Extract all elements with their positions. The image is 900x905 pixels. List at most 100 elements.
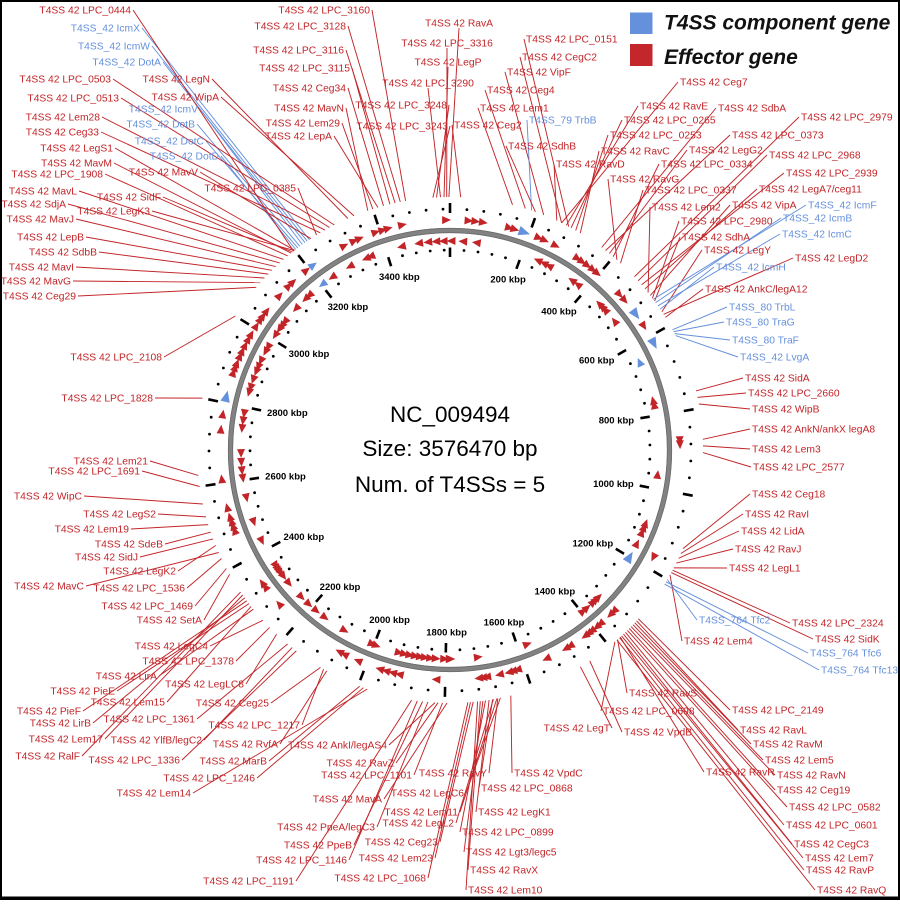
svg-text:T4SS 42 LPC_2968: T4SS 42 LPC_2968 [769,151,861,162]
svg-text:T4SS 42 MavL: T4SS 42 MavL [9,187,77,198]
svg-text:T4SS 42 LPC_2108: T4SS 42 LPC_2108 [70,353,162,364]
svg-text:T4SS 42 MavJ: T4SS 42 MavJ [6,215,74,226]
svg-text:T4SS_42 IcmF: T4SS_42 IcmF [808,201,877,212]
svg-text:T4SS 42 Lem10: T4SS 42 Lem10 [468,886,543,897]
svg-text:T4SS 42 LPC_3243: T4SS 42 LPC_3243 [356,122,448,133]
svg-text:T4SS 42 LPC_0373: T4SS 42 LPC_0373 [732,131,824,142]
svg-text:T4SS 42 VpdB: T4SS 42 VpdB [624,728,692,739]
svg-text:T4SS 42 Ceg29: T4SS 42 Ceg29 [3,292,77,303]
svg-text:T4SS_42 IcmH: T4SS_42 IcmH [716,263,786,274]
svg-text:T4SS 42 AnkI/legAS4: T4SS 42 AnkI/legAS4 [288,741,387,752]
svg-text:T4SS 42 LPC_3160: T4SS 42 LPC_3160 [278,6,370,17]
svg-text:T4SS component gene: T4SS component gene [664,12,891,35]
svg-text:T4SS 42 Lgt3/legc5: T4SS 42 Lgt3/legc5 [466,848,557,859]
svg-text:T4SS 42 LPC_3116: T4SS 42 LPC_3116 [253,46,344,57]
svg-text:T4SS 42 LPC_0582: T4SS 42 LPC_0582 [789,803,881,814]
svg-text:600 kbp: 600 kbp [579,356,615,367]
svg-text:T4SS 42 Ceg34: T4SS 42 Ceg34 [273,84,347,95]
svg-text:T4SS 42 LPC_3316: T4SS 42 LPC_3316 [401,39,493,50]
svg-text:T4SS 42 SdeB: T4SS 42 SdeB [95,540,163,551]
svg-text:T4SS 42 LegK1: T4SS 42 LegK1 [478,808,551,819]
svg-text:T4SS 42 LidA: T4SS 42 LidA [741,527,805,538]
svg-text:T4SS 42 LegC4: T4SS 42 LegC4 [135,642,209,653]
svg-text:T4SS 42 RavJ: T4SS 42 RavJ [735,545,801,556]
svg-text:T4SS 42 LepA: T4SS 42 LepA [265,132,332,143]
svg-text:T4SS 42 LirB: T4SS 42 LirB [30,719,91,730]
svg-text:T4SS 42 Ceg19: T4SS 42 Ceg19 [777,786,851,797]
svg-text:T4SS 42 SdhB: T4SS 42 SdhB [508,142,576,153]
svg-text:T4SS 42 LPC_0334: T4SS 42 LPC_0334 [661,160,753,171]
svg-text:T4SS 42 LPC_1246: T4SS 42 LPC_1246 [163,774,255,785]
svg-text:2400 kbp: 2400 kbp [283,532,324,543]
svg-text:T4SS 42 RavG: T4SS 42 RavG [610,175,679,186]
svg-text:T4SS 42 LegP: T4SS 42 LegP [415,58,482,69]
svg-text:800 kbp: 800 kbp [599,415,635,426]
svg-text:T4SS_42 DotA: T4SS_42 DotA [92,58,161,69]
svg-text:T4SS 42 PpeB: T4SS 42 PpeB [284,841,352,852]
svg-text:T4SS 42 LepB: T4SS 42 LepB [17,233,84,244]
svg-text:T4SS_42 IcmX: T4SS_42 IcmX [71,24,140,35]
svg-text:T4SS 42 SidK: T4SS 42 SidK [815,635,880,646]
svg-text:T4SS 42 LPC_1101: T4SS 42 LPC_1101 [321,771,412,782]
svg-text:T4SS 42 LPC_0337: T4SS 42 LPC_0337 [645,186,737,197]
svg-text:T4SS 42 LegT: T4SS 42 LegT [544,724,611,735]
svg-text:T4SS 42 RavX: T4SS 42 RavX [470,866,538,877]
svg-text:1400 kbp: 1400 kbp [534,587,575,598]
svg-text:T4SS 42 CegC2: T4SS 42 CegC2 [522,53,597,64]
svg-text:T4SS 42 Ceg18: T4SS 42 Ceg18 [752,490,826,501]
svg-text:1000 kbp: 1000 kbp [593,479,634,490]
svg-text:T4SS_80 TrbL: T4SS_80 TrbL [729,303,796,314]
svg-text:Effector gene: Effector gene [664,46,798,69]
svg-text:T4SS 42 SetA: T4SS 42 SetA [137,616,202,627]
svg-text:2200 kbp: 2200 kbp [320,582,361,593]
svg-text:T4SS 42 Lem29: T4SS 42 Lem29 [266,119,341,130]
svg-text:T4SS 42 VpdC: T4SS 42 VpdC [514,769,583,780]
svg-text:Size: 3576470 bp: Size: 3576470 bp [362,436,537,461]
svg-text:2000 kbp: 2000 kbp [369,615,410,626]
svg-text:T4SS 42 RvfA: T4SS 42 RvfA [213,740,278,751]
svg-text:T4SS 42 SidF: T4SS 42 SidF [97,193,161,204]
svg-text:T4SS 42 SdhA: T4SS 42 SdhA [682,233,750,244]
svg-text:T4SS 42 LPC_0868: T4SS 42 LPC_0868 [481,784,573,795]
svg-text:T4SS 42 LPC_2979: T4SS 42 LPC_2979 [801,113,893,124]
svg-text:T4SS 42 RavR: T4SS 42 RavR [706,768,775,779]
svg-text:T4SS 42 VipA: T4SS 42 VipA [732,201,797,212]
svg-text:T4SS 42 Lem21: T4SS 42 Lem21 [74,457,149,468]
svg-text:T4SS 42 WipA: T4SS 42 WipA [151,93,219,104]
svg-text:T4SS 42 Ceg7: T4SS 42 Ceg7 [680,78,748,89]
svg-text:T4SS 42 Lem4: T4SS 42 Lem4 [684,637,753,648]
svg-text:T4SS 42 LegL2: T4SS 42 LegL2 [382,819,454,830]
svg-text:T4SS 42 SdjA: T4SS 42 SdjA [1,200,66,211]
svg-text:T4SS 42 Lem7: T4SS 42 Lem7 [805,854,874,865]
svg-text:T4SS_42 IcmB: T4SS_42 IcmB [783,214,852,225]
svg-text:T4SS 42 LPC_2577: T4SS 42 LPC_2577 [753,463,845,474]
svg-text:T4SS 42 Lem3: T4SS 42 Lem3 [752,445,821,456]
svg-text:T4SS 42 LPC_0698: T4SS 42 LPC_0698 [603,707,695,718]
svg-text:T4SS 42 LPC_3115: T4SS 42 LPC_3115 [259,64,350,75]
svg-text:T4SS 42 RavC: T4SS 42 RavC [601,147,670,158]
svg-text:T4SS 42 SidJ: T4SS 42 SidJ [75,553,138,564]
svg-text:T4SS 42 LegN: T4SS 42 LegN [142,75,210,86]
svg-text:T4SS 42 RavD: T4SS 42 RavD [556,160,625,171]
svg-text:T4SS_42 LvgA: T4SS_42 LvgA [740,353,809,364]
svg-text:NC_009494: NC_009494 [390,402,510,427]
svg-text:T4SS 42 RavE: T4SS 42 RavE [640,102,708,113]
svg-text:2600 kbp: 2600 kbp [265,472,306,483]
svg-text:T4SS 42 LegG2: T4SS 42 LegG2 [689,146,763,157]
svg-text:T4SS 42 VipF: T4SS 42 VipF [507,68,571,79]
svg-text:T4SS 42 LegY: T4SS 42 LegY [704,246,771,257]
svg-text:T4SS 42 RavN: T4SS 42 RavN [777,771,846,782]
svg-text:T4SS 42 Ceg2: T4SS 42 Ceg2 [454,121,522,132]
svg-text:T4SS 42 LegL1: T4SS 42 LegL1 [729,564,801,575]
svg-text:T4SS 42 LPC_1828: T4SS 42 LPC_1828 [61,394,153,405]
svg-text:1800 kbp: 1800 kbp [426,627,467,638]
svg-text:T4SS 42 LPC_1068: T4SS 42 LPC_1068 [334,874,426,885]
svg-text:2800 kbp: 2800 kbp [267,408,308,419]
svg-text:T4SS 42 PieE: T4SS 42 PieE [50,687,115,698]
svg-text:T4SS 42 LegS1: T4SS 42 LegS1 [40,144,113,155]
svg-text:T4SS 42 Lem23: T4SS 42 Lem23 [359,854,434,865]
svg-text:T4SS 42 MavA: T4SS 42 MavA [313,795,382,806]
svg-text:T4SS 42 Lem1: T4SS 42 Lem1 [480,104,549,115]
svg-text:T4SS 42 LegC6: T4SS 42 LegC6 [391,789,465,800]
svg-text:T4SS_42 IcmW: T4SS_42 IcmW [78,42,150,53]
